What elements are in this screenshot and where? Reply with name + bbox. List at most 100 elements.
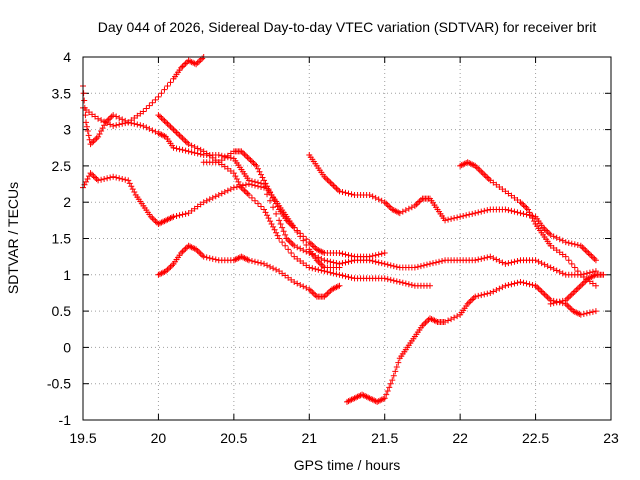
data-point (541, 291, 548, 298)
data-point (577, 242, 584, 249)
data-point (110, 112, 117, 119)
data-point (463, 212, 470, 219)
data-point (309, 242, 316, 249)
data-point (484, 254, 491, 261)
data-point (585, 250, 592, 257)
data-point (499, 284, 506, 291)
data-point (185, 210, 192, 217)
y-tick-label: 1 (63, 267, 71, 283)
data-point (173, 145, 180, 152)
data-point (589, 308, 596, 315)
data-point (265, 215, 272, 222)
data-point (580, 245, 587, 252)
data-point (499, 259, 506, 266)
data-point (547, 300, 554, 307)
data-point (414, 263, 421, 270)
data-point (92, 136, 99, 143)
data-point (291, 224, 298, 231)
y-tick-label: 3 (63, 122, 71, 138)
data-point (375, 251, 382, 258)
data-point (472, 293, 479, 300)
data-point (348, 274, 355, 281)
data-point (336, 188, 343, 195)
data-point (562, 253, 569, 260)
data-point (253, 162, 260, 169)
data-point (95, 133, 102, 140)
data-point (184, 139, 191, 146)
data-point (179, 135, 186, 142)
data-point (197, 146, 204, 153)
data-point (273, 266, 280, 273)
data-point (402, 280, 409, 287)
data-point (496, 285, 503, 292)
data-point (402, 207, 409, 214)
data-point (310, 243, 317, 250)
data-point (230, 184, 237, 191)
data-point (328, 181, 335, 188)
data-point (134, 121, 141, 128)
data-point (475, 292, 482, 299)
x-tick-label: 21.5 (371, 430, 398, 446)
data-point (140, 122, 147, 129)
data-point (321, 268, 328, 275)
data-point (221, 163, 228, 170)
data-point (129, 186, 136, 193)
data-point (390, 263, 397, 270)
data-point (342, 189, 349, 196)
data-point (232, 173, 239, 180)
data-point (568, 291, 575, 298)
data-point (571, 264, 578, 271)
data-point (261, 260, 268, 267)
data-point (330, 182, 337, 189)
data-point (264, 191, 271, 198)
data-point (493, 181, 500, 188)
data-point (574, 268, 581, 275)
data-point (92, 113, 99, 120)
data-point (523, 280, 530, 287)
data-point (591, 255, 598, 262)
data-point (119, 175, 126, 182)
x-tick-label: 20 (151, 430, 167, 446)
data-point (546, 230, 553, 237)
data-point (309, 251, 316, 258)
x-tick-label: 19.5 (69, 430, 96, 446)
data-point (544, 228, 551, 235)
data-point (206, 255, 213, 262)
data-point (212, 193, 219, 200)
data-point (203, 197, 210, 204)
data-point (387, 276, 394, 283)
data-point (442, 318, 449, 325)
data-point (191, 205, 198, 212)
data-point (420, 321, 427, 328)
grid (83, 57, 611, 420)
data-point (179, 63, 186, 70)
data-point (288, 239, 295, 246)
data-point (309, 289, 316, 296)
data-point (258, 183, 265, 190)
data-point (411, 264, 418, 271)
data-point (137, 110, 144, 117)
data-point (270, 223, 277, 230)
data-point (245, 181, 252, 188)
series-track-5 (155, 242, 343, 300)
data-point (96, 130, 103, 137)
data-point (239, 149, 246, 156)
data-point (288, 250, 295, 257)
x-tick-label: 22 (452, 430, 468, 446)
data-point (378, 197, 385, 204)
data-point (339, 250, 346, 257)
y-tick-labels: -1 -0.5 0 0.5 1 1.5 2 2.5 3 3.5 4 (47, 49, 71, 428)
data-point (532, 257, 539, 264)
data-point (496, 183, 503, 190)
data-point (321, 257, 328, 264)
data-point (265, 186, 272, 193)
data-point (137, 122, 144, 129)
data-point (381, 275, 388, 282)
data-point (291, 253, 298, 260)
data-point (482, 173, 489, 180)
data-point (384, 387, 391, 394)
data-point (267, 197, 274, 204)
data-point (169, 262, 176, 269)
data-point (553, 267, 560, 274)
data-point (345, 252, 352, 259)
